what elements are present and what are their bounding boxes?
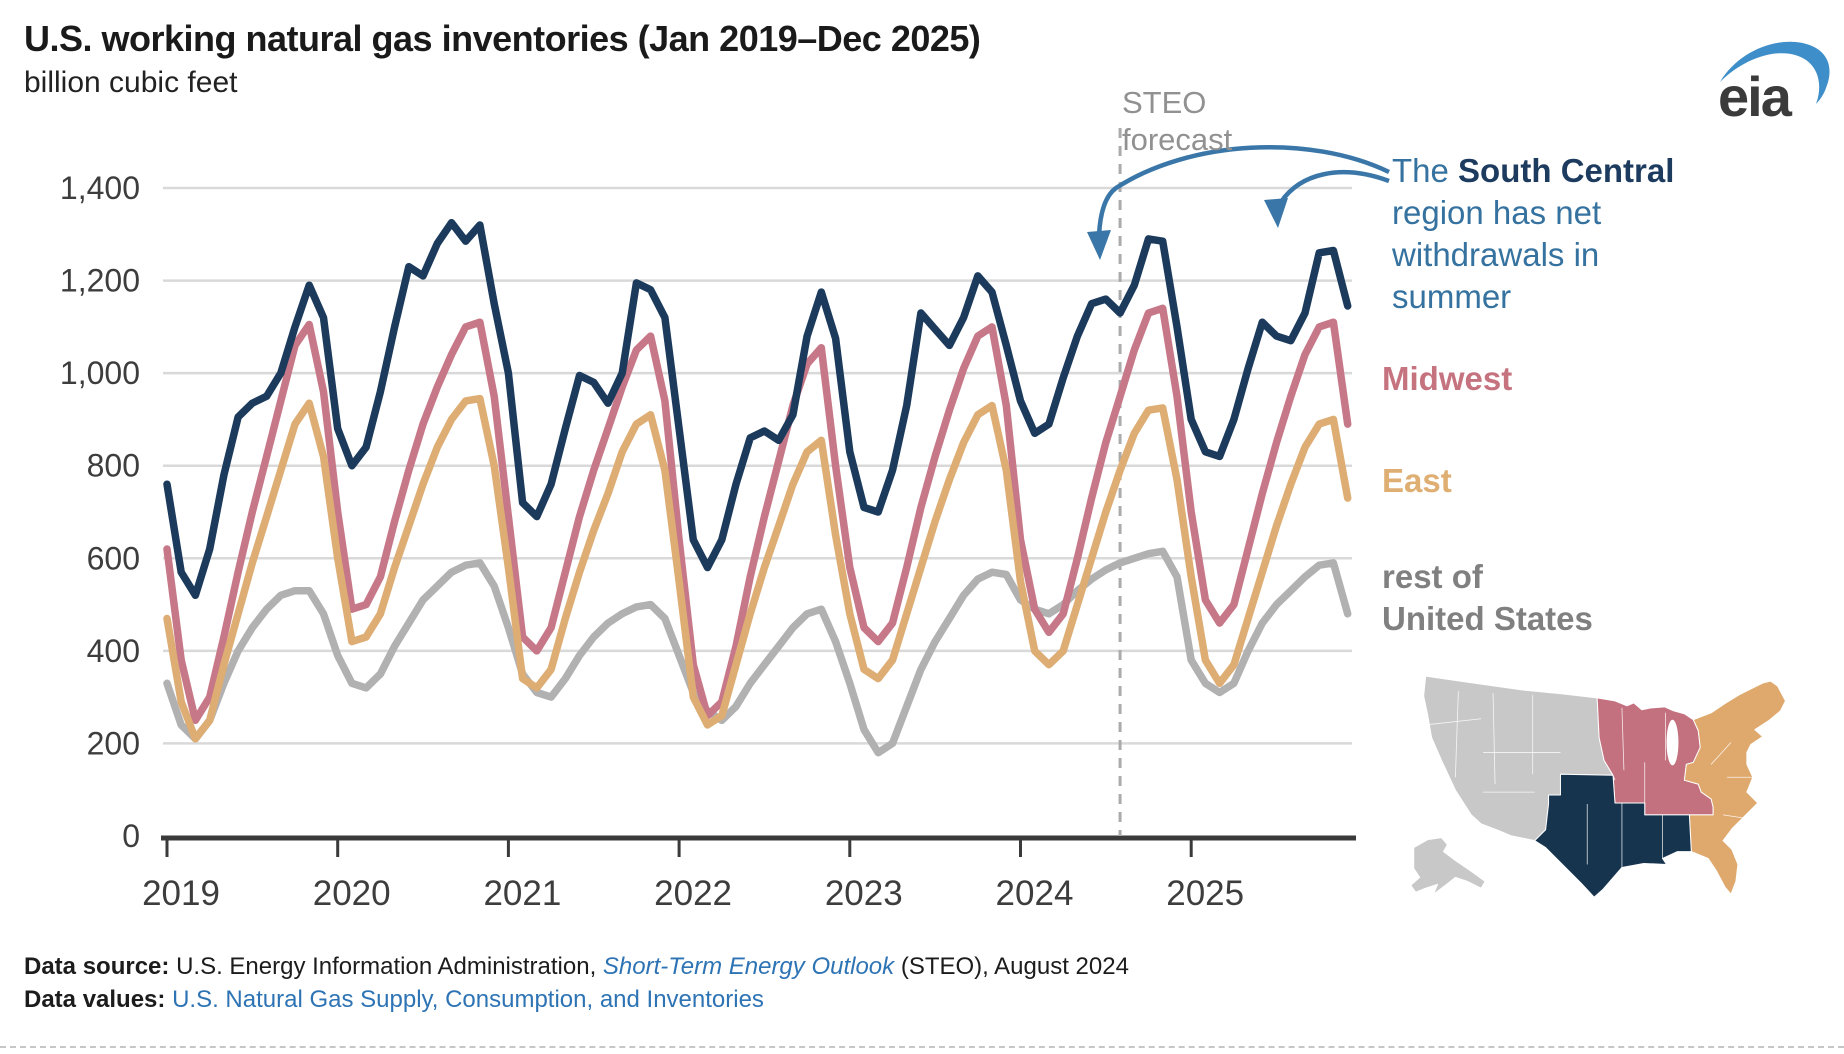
series-label-midwest: Midwest: [1382, 360, 1513, 397]
south-central-annotation: The South Central region has net withdra…: [1392, 150, 1822, 318]
annotation-line2: region has net: [1392, 194, 1602, 231]
annotation-line4: summer: [1392, 278, 1512, 315]
series-label-east: East: [1382, 462, 1452, 499]
eia-logo-text: eia: [1718, 65, 1793, 125]
annotation-arrow-short: [1279, 169, 1390, 204]
source-label: Data source:: [24, 953, 177, 980]
series-line-east: [163, 394, 1352, 743]
map-lake-michigan: [1666, 719, 1679, 766]
series-label-rest-line2: United States: [1382, 600, 1593, 637]
map-region-east: [1683, 680, 1787, 895]
map-region-alaska: [1410, 837, 1486, 895]
x-tick-label: 2023: [825, 874, 903, 913]
forecast-label: STEO forecast: [1122, 84, 1232, 158]
line-chart: 0 200 400 600 800 1,000 1,200 1,400 2019 2020 2021…: [60, 128, 1390, 913]
y-tick-label: 800: [87, 448, 140, 484]
steo-link[interactable]: Short-Term Energy Outlook: [602, 953, 895, 980]
annotation-arrowhead-short-icon: [1264, 198, 1288, 228]
values-label: Data values:: [24, 986, 173, 1013]
y-tick-label: 1,400: [60, 170, 140, 206]
y-tick-label: 1,000: [60, 355, 140, 391]
annotation-arrow-long: [1096, 144, 1390, 237]
x-tick-label: 2021: [483, 874, 561, 913]
annotation-pre: The: [1392, 152, 1459, 189]
annotation-arrowhead-long-icon: [1087, 230, 1111, 260]
eia-logo-swoosh-icon: [1720, 41, 1830, 104]
y-tick-label: 1,200: [60, 263, 140, 299]
series-label-rest-line1: rest of: [1382, 558, 1483, 595]
map-state-borders: [1427, 690, 1753, 868]
x-tick-label: 2024: [996, 874, 1074, 913]
footer-source: Data source: U.S. Energy Information Adm…: [24, 950, 1129, 1016]
x-tick-label: 2019: [142, 874, 220, 913]
series-line-midwest: [163, 304, 1352, 725]
data-values-link[interactable]: U.S. Natural Gas Supply, Consumption, an…: [172, 986, 764, 1013]
annotation-line3: withdrawals in: [1392, 236, 1600, 273]
series-label-rest-of-us: rest of United States: [1382, 556, 1593, 640]
x-tick-label: 2022: [654, 874, 732, 913]
source-rest: (STEO), August 2024: [894, 953, 1129, 980]
us-regions-map: [1410, 675, 1787, 898]
y-tick-label: 600: [87, 540, 140, 576]
x-tick-label: 2025: [1166, 874, 1244, 913]
forecast-label-line2: forecast: [1122, 122, 1233, 157]
x-tick-label: 2020: [313, 874, 391, 913]
y-tick-label: 0: [122, 818, 140, 854]
annotation-region-name: South Central: [1458, 152, 1675, 189]
page-title: U.S. working natural gas inventories (Ja…: [24, 18, 981, 59]
y-tick-label: 200: [87, 725, 140, 761]
y-tick-label: 400: [87, 633, 140, 669]
series-line-south-central: [163, 218, 1352, 600]
bottom-divider: [0, 1046, 1844, 1048]
source-text: U.S. Energy Information Administration,: [176, 953, 603, 980]
forecast-label-line1: STEO: [1122, 85, 1207, 120]
series-line-rest-of-united-states: [163, 547, 1352, 757]
y-axis-unit-label: billion cubic feet: [24, 66, 238, 99]
eia-logo: eia: [1718, 41, 1830, 125]
